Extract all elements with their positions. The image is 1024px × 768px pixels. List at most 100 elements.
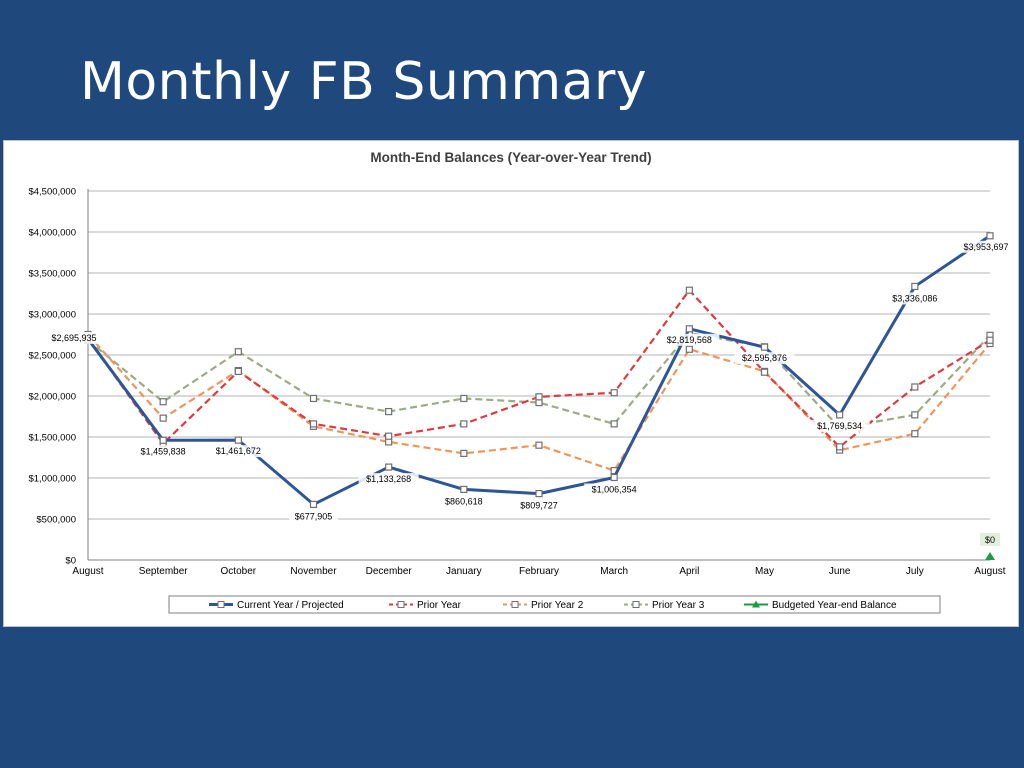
data-label: $3,336,086 bbox=[892, 293, 937, 303]
data-label-bg bbox=[884, 292, 945, 305]
x-tick-label: November bbox=[290, 566, 337, 577]
data-label: $2,595,876 bbox=[742, 353, 787, 363]
data-point bbox=[535, 441, 543, 449]
legend-label: Prior Year bbox=[417, 600, 462, 611]
data-point bbox=[159, 398, 167, 406]
data-label-bg bbox=[659, 333, 720, 346]
data-label: $677,905 bbox=[295, 511, 333, 521]
data-point bbox=[911, 411, 919, 419]
data-point bbox=[760, 368, 769, 376]
legend-box bbox=[168, 595, 941, 614]
y-tick-label: $2,500,000 bbox=[28, 351, 76, 362]
data-point bbox=[760, 343, 769, 351]
legend-label: Prior Year 3 bbox=[652, 600, 705, 611]
y-tick-label: $3,500,000 bbox=[28, 269, 76, 280]
data-label-bg bbox=[439, 495, 489, 508]
legend-marker bbox=[397, 601, 405, 608]
data-label: $1,459,838 bbox=[141, 446, 186, 456]
legend-label: Budgeted Year-end Balance bbox=[772, 600, 897, 611]
x-tick-label: July bbox=[906, 566, 924, 577]
x-tick-label: April bbox=[679, 566, 699, 577]
slide-title: Monthly FB Summary bbox=[80, 52, 648, 112]
data-point bbox=[159, 414, 167, 422]
data-label: $2,819,568 bbox=[667, 335, 712, 345]
chart-title: Month-End Balances (Year-over-Year Trend… bbox=[370, 150, 651, 165]
x-tick-label: September bbox=[139, 566, 189, 577]
data-point bbox=[610, 420, 618, 428]
x-tick-label: May bbox=[755, 566, 774, 577]
x-tick-label: December bbox=[366, 566, 413, 577]
legend-marker bbox=[217, 601, 225, 608]
budget-label: $0 bbox=[985, 535, 995, 545]
y-tick-label: $4,500,000 bbox=[28, 187, 76, 198]
data-label-bg bbox=[956, 240, 1016, 253]
data-label-bg bbox=[358, 473, 419, 486]
data-point bbox=[535, 398, 543, 407]
data-point bbox=[234, 348, 242, 356]
data-point bbox=[610, 389, 618, 397]
data-point bbox=[911, 282, 919, 291]
data-label-bg bbox=[208, 445, 269, 458]
data-label-bg bbox=[514, 499, 564, 512]
data-point bbox=[836, 411, 844, 419]
footer-band bbox=[0, 631, 1024, 768]
series-line-4 bbox=[87, 331, 991, 430]
data-point bbox=[385, 438, 393, 446]
data-point bbox=[911, 430, 919, 438]
budget-marker bbox=[985, 552, 995, 560]
data-label-bg bbox=[133, 445, 194, 458]
data-label: $3,953,697 bbox=[963, 242, 1008, 252]
data-point bbox=[535, 393, 543, 401]
legend-marker bbox=[752, 600, 760, 608]
x-tick-label: October bbox=[221, 566, 257, 577]
y-tick-label: $500,000 bbox=[36, 515, 76, 526]
data-point bbox=[911, 383, 919, 391]
y-tick-label: $3,000,000 bbox=[28, 310, 76, 321]
x-tick-label: June bbox=[829, 566, 851, 577]
data-point bbox=[460, 485, 468, 494]
data-point bbox=[309, 394, 318, 403]
series-line-1 bbox=[86, 234, 991, 506]
data-point bbox=[685, 325, 693, 333]
data-label: $1,769,534 bbox=[817, 421, 862, 431]
data-point bbox=[385, 407, 393, 416]
month-end-balances-chart: Month-End Balances (Year-over-Year Trend… bbox=[28, 150, 1016, 614]
data-point bbox=[385, 463, 393, 471]
data-point bbox=[685, 286, 693, 294]
data-label-bg bbox=[734, 352, 795, 365]
y-tick-label: $4,000,000 bbox=[28, 228, 76, 239]
budget-label-bg bbox=[980, 533, 1000, 546]
data-point bbox=[836, 443, 844, 451]
data-label: $860,618 bbox=[445, 496, 483, 506]
x-tick-label: August bbox=[72, 566, 103, 577]
data-point bbox=[460, 420, 468, 428]
x-tick-label: March bbox=[600, 566, 628, 577]
chart-frame: Month-End Balances (Year-over-Year Trend… bbox=[3, 140, 1019, 627]
data-point bbox=[610, 473, 618, 482]
data-label: $1,133,268 bbox=[366, 474, 411, 484]
x-tick-label: January bbox=[446, 566, 482, 577]
data-point bbox=[685, 345, 693, 353]
data-label-bg bbox=[289, 510, 338, 523]
data-point bbox=[986, 336, 994, 344]
data-point bbox=[460, 449, 468, 457]
legend-label: Prior Year 2 bbox=[531, 600, 584, 611]
data-point bbox=[309, 420, 318, 428]
data-label: $1,006,354 bbox=[592, 484, 637, 494]
y-tick-label: $1,000,000 bbox=[28, 474, 76, 485]
data-point bbox=[385, 432, 393, 440]
data-label: $2,695,935 bbox=[51, 333, 96, 343]
legend-label: Current Year / Projected bbox=[237, 600, 344, 611]
x-tick-label: February bbox=[519, 566, 559, 577]
data-point bbox=[460, 394, 468, 403]
data-point bbox=[159, 436, 167, 444]
data-point bbox=[535, 490, 543, 498]
data-point bbox=[986, 232, 994, 240]
y-tick-label: $0 bbox=[65, 556, 76, 567]
legend-marker bbox=[632, 601, 640, 608]
y-tick-label: $1,500,000 bbox=[28, 433, 76, 444]
x-tick-label: August bbox=[974, 566, 1005, 577]
data-label-bg bbox=[809, 419, 870, 432]
data-label: $1,461,672 bbox=[216, 446, 261, 456]
data-label-bg bbox=[584, 483, 645, 496]
